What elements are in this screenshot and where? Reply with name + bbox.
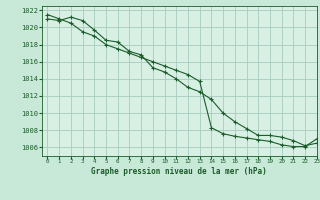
X-axis label: Graphe pression niveau de la mer (hPa): Graphe pression niveau de la mer (hPa) [91, 167, 267, 176]
